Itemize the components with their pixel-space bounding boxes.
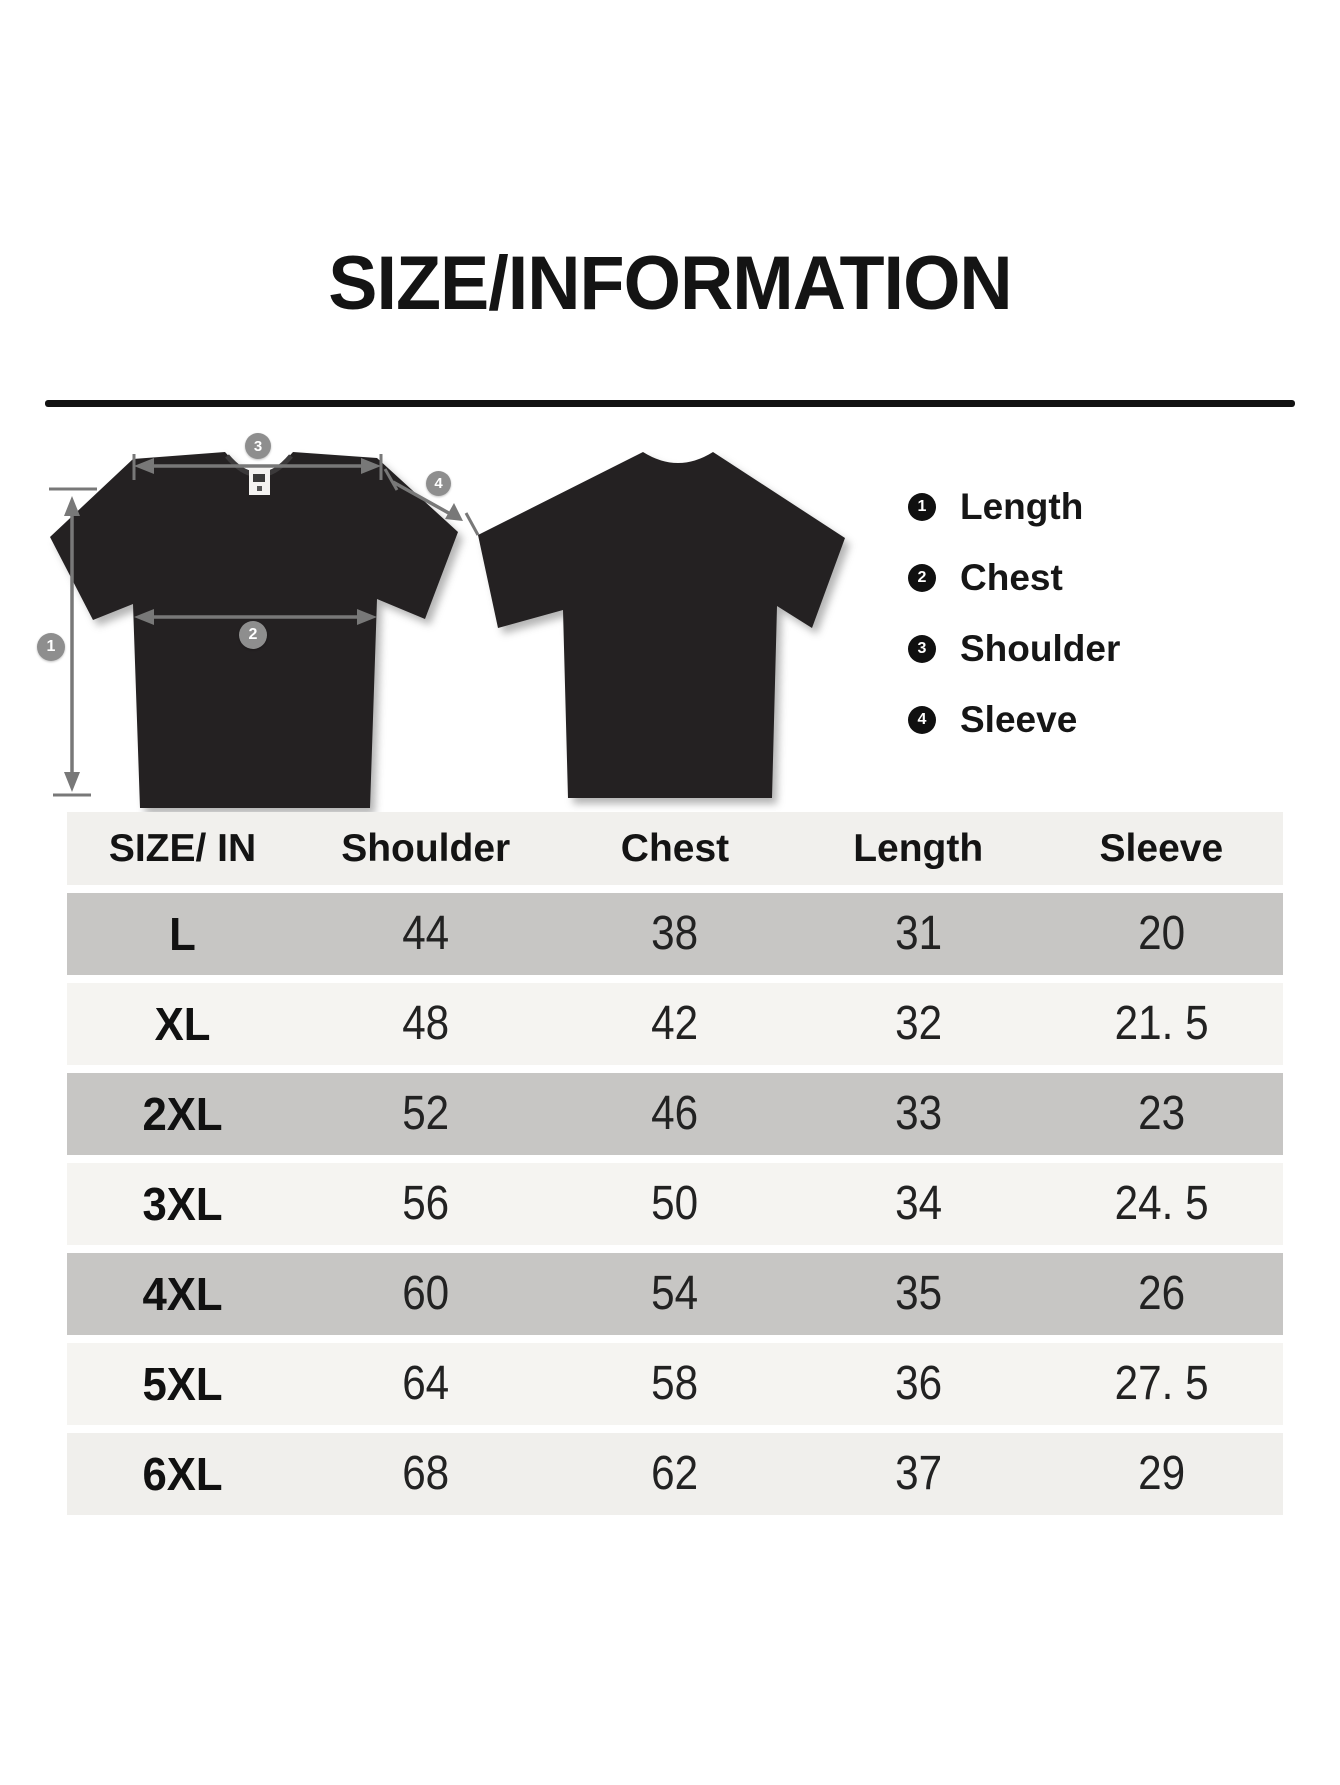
- legend-number-badge: 2: [908, 564, 936, 592]
- legend-item-shoulder: 3 Shoulder: [908, 624, 1120, 674]
- chest-measure-arrow: [134, 609, 377, 625]
- legend-number-badge: 3: [908, 635, 936, 663]
- chest-cell: 62: [651, 1447, 699, 1500]
- table-header-row: SIZE/ IN Shoulder Chest Length Sleeve: [67, 812, 1283, 885]
- table-row: L 44 38 31 20: [67, 893, 1283, 975]
- sleeve-cell: 27. 5: [1114, 1357, 1209, 1410]
- table-row: 5XL 64 58 36 27. 5: [67, 1343, 1283, 1425]
- legend-number-badge: 1: [908, 493, 936, 521]
- table-row: 6XL 68 62 37 29: [67, 1433, 1283, 1515]
- length-cell: 33: [894, 1087, 942, 1140]
- length-measure-arrow: [49, 487, 97, 797]
- sleeve-measure-arrow: [383, 468, 480, 536]
- table-row: 3XL 56 50 34 24. 5: [67, 1163, 1283, 1245]
- sleeve-cell: 23: [1137, 1087, 1185, 1140]
- title-divider: [45, 400, 1295, 407]
- length-cell: 37: [894, 1447, 942, 1500]
- header-length: Length: [853, 827, 984, 870]
- legend-number-badge: 4: [908, 706, 936, 734]
- size-cell: 5XL: [142, 1358, 223, 1410]
- sleeve-cell: 20: [1137, 907, 1185, 960]
- shoulder-cell: 52: [402, 1087, 450, 1140]
- length-cell: 34: [894, 1177, 942, 1230]
- size-cell: 2XL: [142, 1088, 223, 1140]
- size-cell: L: [169, 908, 196, 960]
- legend-label: Chest: [960, 557, 1063, 598]
- header-chest: Chest: [620, 827, 730, 870]
- measure-badge-sleeve: 4: [426, 471, 451, 496]
- shoulder-cell: 44: [402, 907, 450, 960]
- sleeve-cell: 29: [1137, 1447, 1185, 1500]
- measurement-legend: 1 Length 2 Chest 3 Shoulder 4 Sleeve: [908, 482, 1120, 766]
- length-cell: 32: [894, 997, 942, 1050]
- shoulder-measure-arrow: [132, 454, 383, 480]
- measure-badge-chest: 2: [239, 621, 267, 649]
- header-sleeve: Sleeve: [1099, 827, 1224, 870]
- table-row: 2XL 52 46 33 23: [67, 1073, 1283, 1155]
- chest-cell: 54: [651, 1267, 699, 1320]
- shoulder-cell: 56: [402, 1177, 450, 1230]
- measure-badge-shoulder: 3: [245, 433, 271, 459]
- length-cell: 35: [894, 1267, 942, 1320]
- table-row: XL 48 42 32 21. 5: [67, 983, 1283, 1065]
- length-cell: 31: [894, 907, 942, 960]
- chest-cell: 50: [651, 1177, 699, 1230]
- chest-cell: 42: [651, 997, 699, 1050]
- sleeve-cell: 26: [1137, 1267, 1185, 1320]
- shoulder-cell: 68: [402, 1447, 450, 1500]
- legend-item-chest: 2 Chest: [908, 553, 1120, 603]
- shoulder-cell: 64: [402, 1357, 450, 1410]
- size-cell: XL: [154, 998, 211, 1050]
- legend-item-sleeve: 4 Sleeve: [908, 695, 1120, 745]
- legend-label: Shoulder: [960, 628, 1121, 669]
- legend-label: Sleeve: [960, 699, 1078, 740]
- table-row: 4XL 60 54 35 26: [67, 1253, 1283, 1335]
- chest-cell: 46: [651, 1087, 699, 1140]
- size-cell: 3XL: [142, 1178, 223, 1230]
- length-cell: 36: [894, 1357, 942, 1410]
- size-cell: 6XL: [142, 1448, 223, 1500]
- size-table: SIZE/ IN Shoulder Chest Length Sleeve L …: [67, 812, 1283, 1515]
- legend-item-length: 1 Length: [908, 482, 1120, 532]
- legend-label: Length: [960, 486, 1084, 527]
- sleeve-cell: 21. 5: [1114, 997, 1209, 1050]
- size-cell: 4XL: [142, 1268, 223, 1320]
- page-title: SIZE/INFORMATION: [328, 241, 1012, 326]
- header-shoulder: Shoulder: [341, 827, 511, 870]
- shoulder-cell: 60: [402, 1267, 450, 1320]
- tshirt-diagram-graphic: [49, 452, 845, 808]
- sleeve-cell: 24. 5: [1114, 1177, 1209, 1230]
- chest-cell: 58: [651, 1357, 699, 1410]
- chest-cell: 38: [651, 907, 699, 960]
- measure-badge-length: 1: [37, 633, 65, 661]
- neck-tag: [249, 468, 270, 495]
- back-tshirt-graphic: [478, 452, 845, 798]
- header-size: SIZE/ IN: [108, 827, 257, 870]
- measurement-diagram: 1 2 3 4 1 Length 2 Chest 3 Shoulder 4 Sl…: [0, 388, 1340, 812]
- shoulder-cell: 48: [402, 997, 450, 1050]
